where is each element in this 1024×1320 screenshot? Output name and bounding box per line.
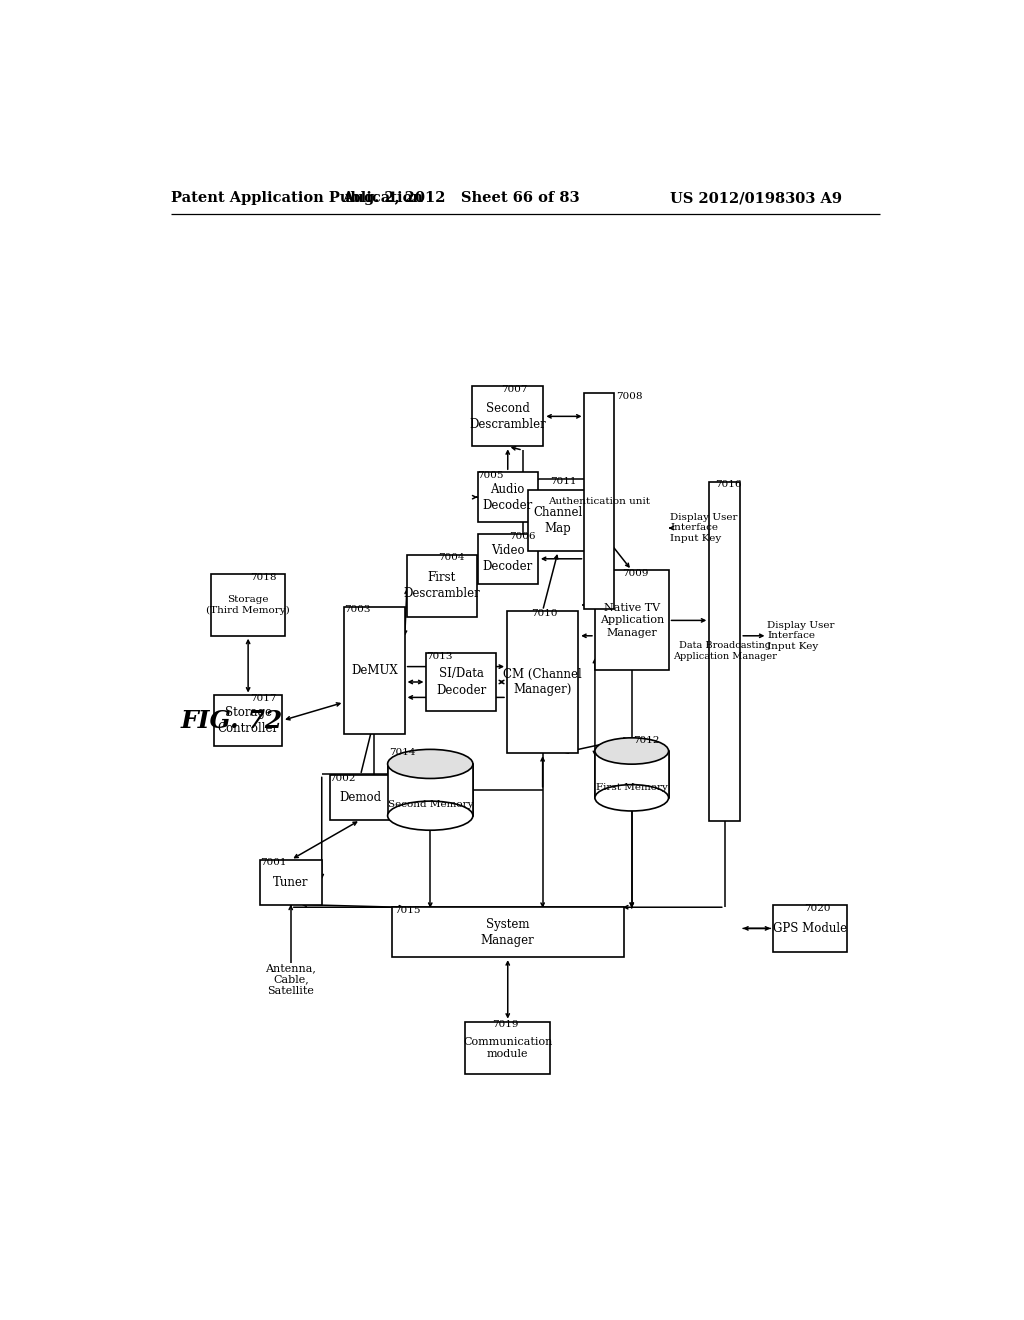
Bar <box>710 482 740 821</box>
Text: Storage
Controller: Storage Controller <box>217 706 279 735</box>
Text: 7020: 7020 <box>804 904 830 912</box>
Text: Demod: Demod <box>339 791 382 804</box>
Ellipse shape <box>388 750 473 779</box>
Text: 7005: 7005 <box>477 471 504 479</box>
Text: Data Broadcasting
Application Manager: Data Broadcasting Application Manager <box>673 642 776 661</box>
Bar <box>595 751 669 797</box>
Text: System
Manager: System Manager <box>481 917 535 946</box>
Ellipse shape <box>388 801 473 830</box>
Text: DeMUX: DeMUX <box>351 664 398 677</box>
Text: 7014: 7014 <box>389 748 416 756</box>
Text: Antenna,
Cable,
Satellite: Antenna, Cable, Satellite <box>265 964 316 997</box>
Text: First Memory: First Memory <box>596 783 668 792</box>
Text: 7002: 7002 <box>330 774 356 783</box>
Bar <box>465 1022 550 1074</box>
Bar <box>426 653 496 711</box>
Text: 7016: 7016 <box>716 480 742 490</box>
Bar <box>214 696 283 746</box>
Bar <box>391 907 624 957</box>
Ellipse shape <box>595 784 669 810</box>
Text: GPS Module: GPS Module <box>773 921 847 935</box>
Text: 7006: 7006 <box>509 532 536 541</box>
Text: 7009: 7009 <box>623 569 649 578</box>
Text: Aug. 2, 2012   Sheet 66 of 83: Aug. 2, 2012 Sheet 66 of 83 <box>342 191 580 206</box>
Text: 7019: 7019 <box>493 1020 519 1030</box>
Text: Second Memory: Second Memory <box>387 800 473 809</box>
Text: 7003: 7003 <box>344 606 371 614</box>
Text: First
Descrambler: First Descrambler <box>403 572 480 601</box>
Bar <box>344 607 404 734</box>
Bar <box>407 554 477 616</box>
Bar <box>507 611 579 754</box>
Text: 7012: 7012 <box>633 737 659 746</box>
Bar <box>211 574 285 636</box>
Text: Storage
(Third Memory): Storage (Third Memory) <box>206 595 290 615</box>
Bar <box>477 533 538 583</box>
Bar <box>330 775 391 820</box>
Text: 7018: 7018 <box>250 573 276 582</box>
Bar <box>528 490 589 552</box>
Bar <box>472 387 544 446</box>
Text: Communication
module: Communication module <box>463 1036 552 1059</box>
Text: Tuner: Tuner <box>273 875 308 888</box>
Text: Audio
Decoder: Audio Decoder <box>482 483 532 512</box>
Text: Native TV
Application
Manager: Native TV Application Manager <box>600 603 664 638</box>
Text: Display User
Interface
Input Key: Display User Interface Input Key <box>671 513 738 543</box>
Bar <box>388 764 473 816</box>
Text: Second
Descrambler: Second Descrambler <box>469 401 546 430</box>
Text: 7008: 7008 <box>616 392 643 401</box>
Ellipse shape <box>595 738 669 764</box>
Text: SI/Data
Decoder: SI/Data Decoder <box>436 668 486 697</box>
Text: 7017: 7017 <box>250 694 276 704</box>
Text: Channel
Map: Channel Map <box>534 506 583 535</box>
Text: 7013: 7013 <box>426 652 453 660</box>
Text: 7007: 7007 <box>502 385 528 393</box>
Text: CM (Channel
Manager): CM (Channel Manager) <box>503 668 582 697</box>
Text: 7001: 7001 <box>260 858 287 867</box>
Bar <box>585 393 614 609</box>
Bar <box>595 570 669 671</box>
Text: Video
Decoder: Video Decoder <box>482 544 532 573</box>
Text: 7010: 7010 <box>531 610 557 618</box>
Bar <box>477 473 538 523</box>
Text: Patent Application Publication: Patent Application Publication <box>171 191 423 206</box>
Text: Authentication unit: Authentication unit <box>548 496 650 506</box>
Text: 7015: 7015 <box>394 906 420 915</box>
Text: FIG. 72: FIG. 72 <box>180 709 283 733</box>
Text: Display User
Interface
Input Key: Display User Interface Input Key <box>767 620 835 651</box>
Bar <box>260 859 322 904</box>
Text: US 2012/0198303 A9: US 2012/0198303 A9 <box>671 191 843 206</box>
Text: 7011: 7011 <box>550 478 577 486</box>
Bar <box>773 906 847 952</box>
Text: 7004: 7004 <box>438 553 465 562</box>
